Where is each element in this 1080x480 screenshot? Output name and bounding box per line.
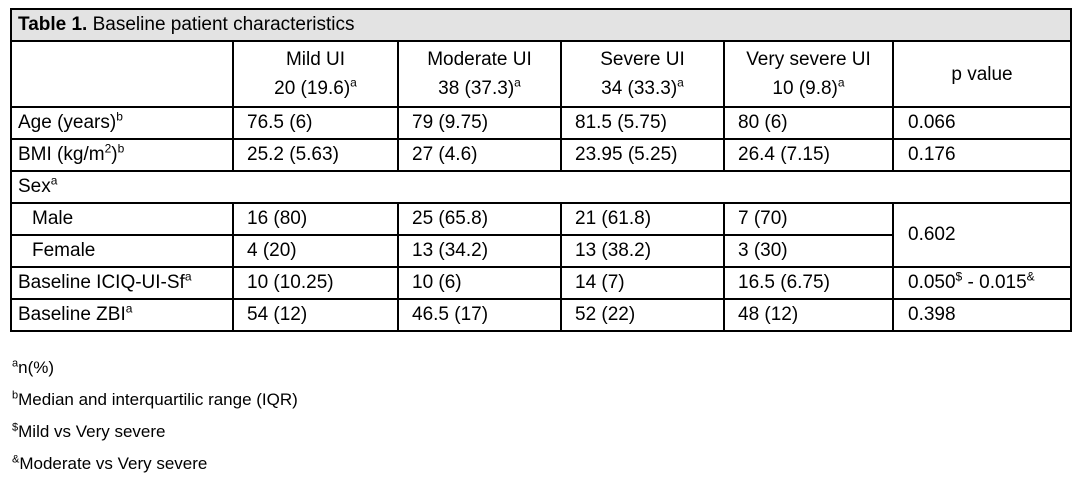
p-value-cell: 0.398: [892, 298, 1072, 332]
table-caption-row: Table 1. Baseline patient characteristic…: [10, 8, 1072, 42]
table-cell: 14 (7): [560, 266, 725, 300]
row-label-male: Male: [10, 202, 234, 236]
table-cell: 80 (6): [723, 106, 894, 140]
table-cell: 46.5 (17): [397, 298, 562, 332]
row-label-zbi: Baseline ZBIa: [10, 298, 234, 332]
table-row-age: Age (years)b 76.5 (6) 79 (9.75) 81.5 (5.…: [10, 106, 1072, 140]
header-very-severe: Very severe UI 10 (9.8)a: [723, 40, 894, 108]
table-cell: 48 (12): [723, 298, 894, 332]
table-cell: 4 (20): [232, 234, 399, 268]
table-row-sex: Sexa: [10, 170, 1072, 204]
header-row: Mild UI 20 (19.6)a Moderate UI 38 (37.3)a …: [10, 40, 1072, 108]
p-value-cell-sex: 0.602: [892, 202, 1072, 268]
table-cell: 54 (12): [232, 298, 399, 332]
row-label-sex: Sexa: [10, 170, 1072, 204]
table-cell: 10 (6): [397, 266, 562, 300]
header-moderate: Moderate UI 38 (37.3)a: [397, 40, 562, 108]
table-cell: 25 (65.8): [397, 202, 562, 236]
row-label-age: Age (years)b: [10, 106, 234, 140]
caption-label: Table 1.: [18, 14, 88, 35]
footnotes: an(%) bMedian and interquartilic range (…: [12, 352, 298, 480]
header-severe: Severe UI 34 (33.3)a: [560, 40, 725, 108]
table-cell: 27 (4.6): [397, 138, 562, 172]
table-cell: 10 (10.25): [232, 266, 399, 300]
p-value-cell: 0.050$ - 0.015&: [892, 266, 1072, 300]
caption-text: Baseline patient characteristics: [87, 14, 355, 35]
table-cell: 76.5 (6): [232, 106, 399, 140]
table-caption: Table 1. Baseline patient characteristic…: [10, 8, 1072, 42]
table-row-male: Male 16 (80) 25 (65.8) 21 (61.8) 7 (70) …: [10, 202, 1072, 268]
table-row-female: Female 4 (20) 13 (34.2) 13 (38.2) 3 (30): [10, 234, 1071, 268]
table-cell: 13 (38.2): [560, 234, 725, 268]
table-cell: 16.5 (6.75): [723, 266, 894, 300]
table-cell: 26.4 (7.15): [723, 138, 894, 172]
header-empty-cell: [10, 40, 234, 108]
table-cell: 81.5 (5.75): [560, 106, 725, 140]
footnote: $Mild vs Very severe: [12, 421, 166, 441]
table-cell: 52 (22): [560, 298, 725, 332]
table-row-bmi: BMI (kg/m2)b 25.2 (5.63) 27 (4.6) 23.95 …: [10, 138, 1072, 172]
table-cell: 7 (70): [723, 202, 894, 236]
table-cell: 23.95 (5.25): [560, 138, 725, 172]
table-cell: 16 (80): [232, 202, 399, 236]
table-cell: 25.2 (5.63): [232, 138, 399, 172]
table-row-iciq: Baseline ICIQ-UI-Sfa 10 (10.25) 10 (6) 1…: [10, 266, 1072, 300]
table-cell: 21 (61.8): [560, 202, 725, 236]
footnote: an(%): [12, 357, 55, 377]
p-value-cell: 0.066: [892, 106, 1072, 140]
table-cell: 13 (34.2): [397, 234, 562, 268]
baseline-characteristics-table: Table 1. Baseline patient characteristic…: [10, 8, 1072, 332]
table-row-zbi: Baseline ZBIa 54 (12) 46.5 (17) 52 (22) …: [10, 298, 1072, 332]
row-label-female: Female: [10, 234, 234, 268]
header-mild: Mild UI 20 (19.6)a: [232, 40, 399, 108]
footnote: bMedian and interquartilic range (IQR): [12, 389, 298, 409]
footnote: &Moderate vs Very severe: [12, 453, 208, 473]
header-p-value: p value: [892, 40, 1072, 108]
row-label-bmi: BMI (kg/m2)b: [10, 138, 234, 172]
row-label-iciq: Baseline ICIQ-UI-Sfa: [10, 266, 234, 300]
table-cell: 79 (9.75): [397, 106, 562, 140]
p-value-cell: 0.176: [892, 138, 1072, 172]
table-cell: 3 (30): [723, 234, 894, 268]
